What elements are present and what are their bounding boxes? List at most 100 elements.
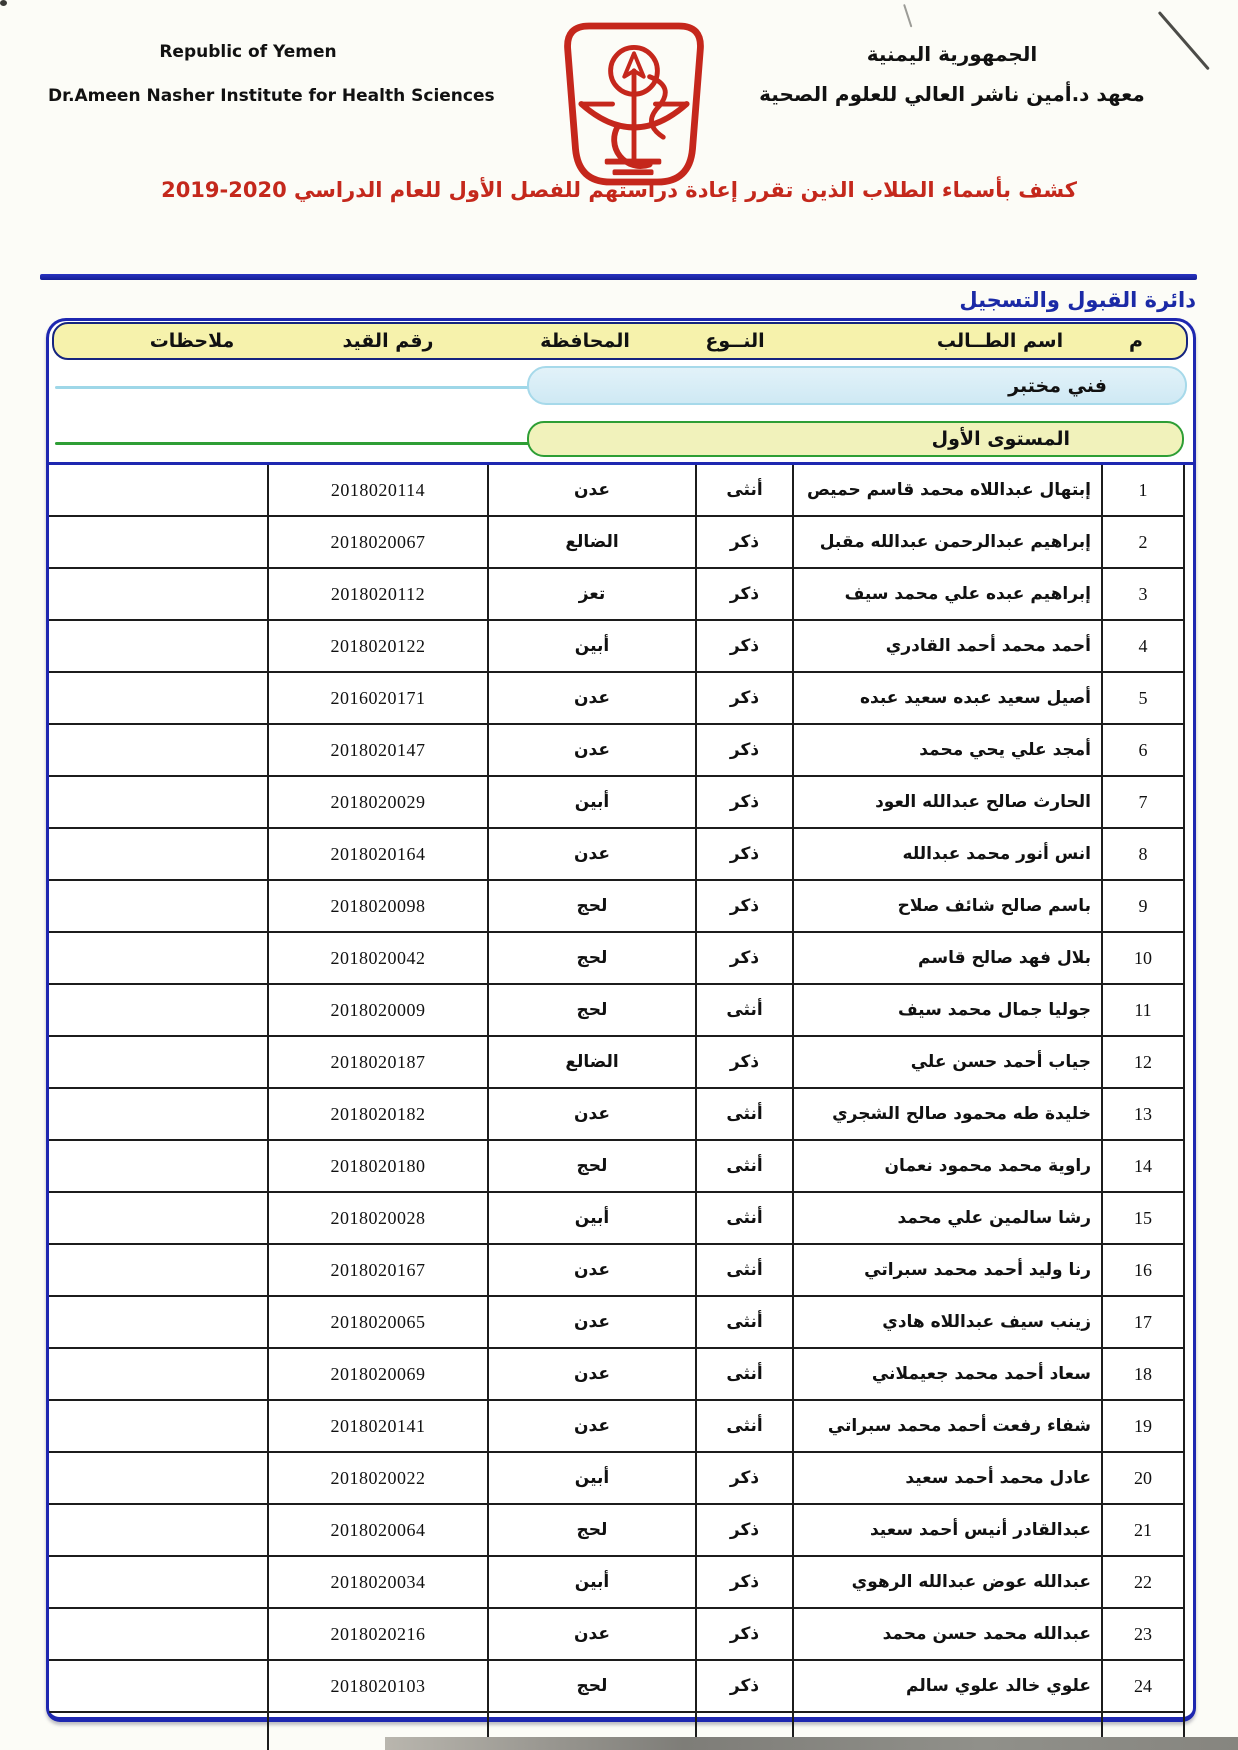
cell-serial: 12 <box>1101 1035 1184 1088</box>
department-title: دائرة القبول والتسجيل <box>959 288 1196 312</box>
cell-governorate: أبين <box>487 1451 696 1504</box>
cell-student-name: شفاء رفعت أحمد محمد سبراتي <box>792 1399 1102 1452</box>
cell-governorate: عدن <box>487 1607 696 1660</box>
cell-notes <box>49 723 268 776</box>
cell-gender: أنثى <box>695 1399 793 1452</box>
cell-registration-number: 2018020029 <box>267 775 488 828</box>
cell-student-name: عبدالله عوض عبدالله الرهوي <box>792 1555 1102 1608</box>
cell-governorate: عدن <box>487 1399 696 1452</box>
students-grid: 2018020114 عدن أنثى إبتهال عبداللاه محمد… <box>49 462 1193 1750</box>
student-table-body: 2018020114 عدن أنثى إبتهال عبداللاه محمد… <box>49 463 1193 1750</box>
table-row: 2018020064 لحج ذكر عبدالقادر أنيس أحمد س… <box>49 1503 1193 1556</box>
cell-spacer <box>1183 1296 1193 1348</box>
cell-serial: 15 <box>1101 1191 1184 1244</box>
cell-serial: 22 <box>1101 1555 1184 1608</box>
cell-registration-number: 2018020065 <box>267 1295 488 1348</box>
cell-notes <box>49 983 268 1036</box>
table-row: 2018020098 لحج ذكر باسم صالح شائف صلاح 9 <box>49 879 1193 932</box>
table-row: 2018020112 تعز ذكر إبراهيم عبده علي محمد… <box>49 567 1193 620</box>
pen-mark <box>1157 11 1210 71</box>
cell-gender: أنثى <box>695 1087 793 1140</box>
cell-student-name: أصيل سعيد عبده سعيد عبده <box>792 671 1102 724</box>
table-row: 2018020067 الضالع ذكر إبراهيم عبدالرحمن … <box>49 515 1193 568</box>
cell-student-name: انس أنور محمد عبدالله <box>792 827 1102 880</box>
cell-gender: ذكر <box>695 567 793 620</box>
cell-gender: ذكر <box>695 775 793 828</box>
table-row: 2018020114 عدن أنثى إبتهال عبداللاه محمد… <box>49 463 1193 517</box>
header-english: Republic of Yemen Dr.Ameen Nasher Instit… <box>48 42 495 106</box>
cell-notes <box>49 1659 268 1712</box>
cell-notes <box>49 827 268 880</box>
column-serial: م <box>1129 330 1143 352</box>
cell-spacer <box>1183 1400 1193 1452</box>
column-notes: ملاحظات <box>149 330 235 352</box>
cell-student-name: جياب أحمد حسن علي <box>792 1035 1102 1088</box>
table-column-header: م اسم الطــالب النــوع المحافظة رقم القي… <box>52 322 1188 360</box>
cell-governorate: أبين <box>487 775 696 828</box>
column-governorate: المحافظة <box>540 330 630 352</box>
document-title: كشف بأسماء الطلاب الذين تقرر إعادة دراست… <box>161 178 1077 202</box>
cell-gender: ذكر <box>695 1451 793 1504</box>
cell-spacer <box>1183 1244 1193 1296</box>
cell-spacer <box>1183 932 1193 984</box>
cell-serial: 24 <box>1101 1659 1184 1712</box>
table-row: 2018020141 عدن أنثى شفاء رفعت أحمد محمد … <box>49 1399 1193 1452</box>
cell-governorate: لحج <box>487 879 696 932</box>
cell-registration-number: 2018020167 <box>267 1243 488 1296</box>
cell-serial: 19 <box>1101 1399 1184 1452</box>
cell-gender: ذكر <box>695 1503 793 1556</box>
cell-spacer <box>1183 516 1193 568</box>
cell-student-name: أمجد علي يحي محمد <box>792 723 1102 776</box>
cell-registration-number: 2018020028 <box>267 1191 488 1244</box>
cell-notes <box>49 1087 268 1140</box>
cell-governorate: أبين <box>487 619 696 672</box>
cell-gender: ذكر <box>695 827 793 880</box>
cell-spacer <box>1183 1036 1193 1088</box>
divider-rule <box>40 274 1197 280</box>
cell-notes <box>49 1347 268 1400</box>
cell-notes <box>49 931 268 984</box>
cell-registration-number: 2018020187 <box>267 1035 488 1088</box>
cell-student-name: أحمد محمد أحمد القادري <box>792 619 1102 672</box>
cell-serial: 6 <box>1101 723 1184 776</box>
cell-governorate: عدن <box>487 463 696 516</box>
cell-student-name: عبدالقادر أنيس أحمد سعيد <box>792 1503 1102 1556</box>
cell-gender: ذكر <box>695 1035 793 1088</box>
cell-registration-number: 2018020042 <box>267 931 488 984</box>
cell-serial: 21 <box>1101 1503 1184 1556</box>
cell-serial: 4 <box>1101 619 1184 672</box>
cell-gender: أنثى <box>695 983 793 1036</box>
cell-registration-number: 2018020067 <box>267 515 488 568</box>
cell-serial: 23 <box>1101 1607 1184 1660</box>
table-row: 2018020122 أبين ذكر أحمد محمد أحمد القاد… <box>49 619 1193 672</box>
cell-serial: 8 <box>1101 827 1184 880</box>
cell-notes <box>49 464 268 517</box>
cell-spacer <box>1183 724 1193 776</box>
cell-notes <box>49 1191 268 1244</box>
table-row: 2018020187 الضالع ذكر جياب أحمد حسن علي … <box>49 1035 1193 1088</box>
level-row-line <box>55 442 533 445</box>
cell-registration-number: 2018020034 <box>267 1555 488 1608</box>
cell-governorate: تعز <box>487 567 696 620</box>
cell-gender: ذكر <box>695 515 793 568</box>
specialty-band: فني مختبر <box>527 366 1187 405</box>
cell-student-name: إبتهال عبداللاه محمد قاسم حميص <box>792 463 1102 516</box>
cell-serial: 14 <box>1101 1139 1184 1192</box>
cell-governorate: أبين <box>487 1191 696 1244</box>
table-row: 2018020009 لحج أنثى جوليا جمال محمد سيف … <box>49 983 1193 1036</box>
cell-registration-number: 2018020009 <box>267 983 488 1036</box>
students-table: م اسم الطــالب النــوع المحافظة رقم القي… <box>46 318 1196 1750</box>
cell-governorate: عدن <box>487 1087 696 1140</box>
level-label: المستوى الأول <box>931 428 1070 450</box>
table-row: 2018020216 عدن ذكر عبدالله محمد حسن محمد… <box>49 1607 1193 1660</box>
cell-student-name: زينب سيف عبداللاه هادي <box>792 1295 1102 1348</box>
cell-student-name: عبدالله محمد حسن محمد <box>792 1607 1102 1660</box>
cell-spacer <box>1183 1660 1193 1712</box>
table-row: 2018020182 عدن أنثى خليدة طه محمود صالح … <box>49 1087 1193 1140</box>
cell-registration-number: 2018020164 <box>267 827 488 880</box>
cell-spacer <box>1183 984 1193 1036</box>
table-row: 2018020069 عدن أنثى سعاد أحمد محمد جعيمل… <box>49 1347 1193 1400</box>
cell-student-name: رشا سالمين علي محمد <box>792 1191 1102 1244</box>
cell-student-name: خليدة طه محمود صالح الشجري <box>792 1087 1102 1140</box>
